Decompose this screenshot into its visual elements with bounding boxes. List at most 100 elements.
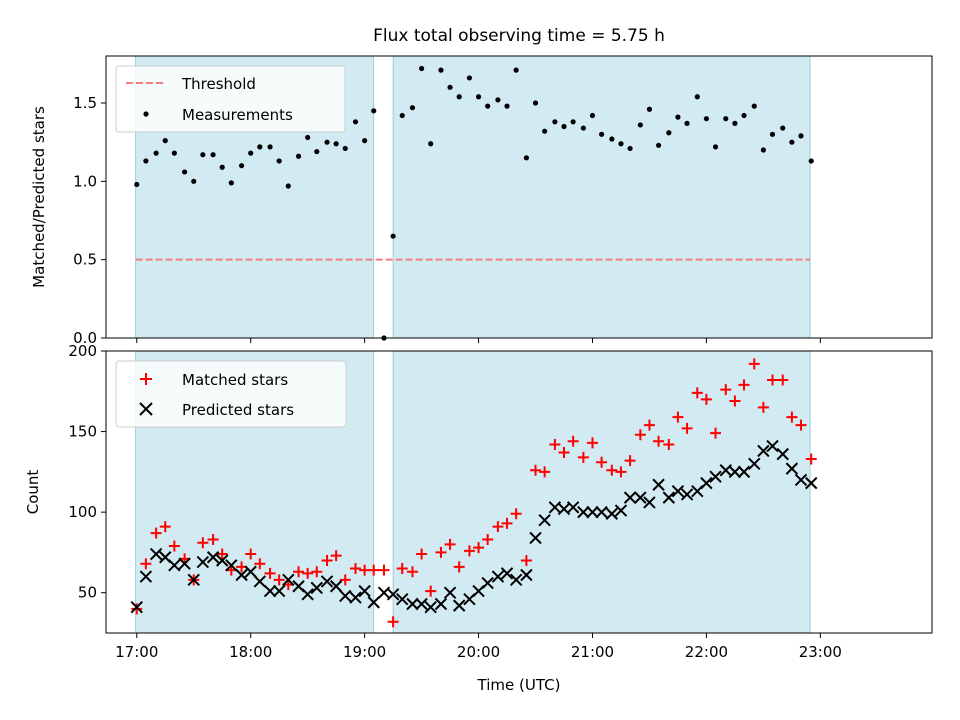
chart-title: Flux total observing time = 5.75 h bbox=[373, 26, 665, 46]
predicted-stars-marker bbox=[662, 491, 676, 504]
measurement-point bbox=[171, 150, 177, 156]
predicted-stars-marker bbox=[196, 555, 210, 569]
predicted-stars-marker bbox=[748, 457, 761, 471]
matched-stars-marker bbox=[558, 447, 570, 459]
measurement-point bbox=[580, 125, 586, 131]
matched-stars-marker bbox=[368, 564, 380, 576]
matched-stars-marker bbox=[453, 561, 465, 573]
legend-count-box bbox=[115, 360, 347, 428]
measurement-point bbox=[732, 120, 738, 126]
measurement-point bbox=[599, 131, 605, 137]
measurement-point bbox=[390, 233, 396, 239]
predicted-stars-marker bbox=[178, 557, 191, 570]
measurement-point bbox=[342, 145, 348, 152]
matched-stars-marker bbox=[416, 548, 428, 560]
x-tick-label: 20:00 bbox=[457, 643, 500, 661]
y-tick-label: 100 bbox=[68, 503, 97, 521]
x-tick-label: 18:00 bbox=[229, 643, 272, 661]
matched-stars-marker bbox=[777, 374, 789, 386]
matched-stars-marker bbox=[501, 517, 513, 529]
predicted-stars-marker bbox=[634, 491, 647, 504]
legend-matched-swatch bbox=[140, 373, 152, 385]
predicted-stars-marker bbox=[310, 581, 323, 595]
matched-stars-marker bbox=[710, 427, 722, 439]
predicted-stars-marker bbox=[424, 601, 437, 614]
matched-stars-marker bbox=[748, 358, 760, 370]
measurement-point bbox=[723, 116, 729, 122]
matched-stars-marker bbox=[691, 387, 703, 399]
matched-stars-marker bbox=[653, 435, 665, 447]
measurement-point bbox=[200, 152, 206, 158]
predicted-stars-marker bbox=[206, 551, 220, 564]
predicted-stars-marker bbox=[577, 505, 590, 519]
predicted-stars-marker bbox=[130, 601, 143, 614]
measurement-point bbox=[675, 114, 681, 120]
predicted-stars-marker bbox=[443, 586, 457, 599]
matched-stars-marker bbox=[387, 616, 399, 628]
matched-stars-marker bbox=[530, 464, 542, 476]
predicted-stars-marker bbox=[500, 567, 514, 580]
predicted-stars-marker bbox=[614, 504, 628, 517]
legend-measurements-label: Measurements bbox=[182, 106, 293, 124]
measurement-point bbox=[646, 106, 653, 112]
matched-stars-marker bbox=[700, 393, 712, 405]
measurement-point bbox=[210, 152, 216, 158]
measurement-point bbox=[191, 178, 197, 184]
measurement-point bbox=[808, 158, 814, 164]
x-axis-label: Time (UTC) bbox=[477, 676, 561, 694]
measurement-point bbox=[637, 122, 643, 128]
measurement-point bbox=[285, 183, 291, 189]
x-tick-label: 19:00 bbox=[343, 643, 386, 661]
predicted-stars-marker bbox=[349, 591, 362, 604]
predicted-stars-marker bbox=[709, 470, 722, 483]
predicted-stars-marker bbox=[168, 559, 181, 572]
predicted-stars-marker bbox=[244, 565, 257, 578]
legend-count: Matched stars Predicted stars bbox=[115, 360, 347, 428]
predicted-stars-marker bbox=[643, 496, 656, 509]
matched-stars-marker bbox=[786, 411, 798, 423]
matched-stars-marker bbox=[273, 574, 285, 586]
measurement-point bbox=[428, 141, 434, 147]
predicted-stars-marker bbox=[737, 465, 751, 479]
measurement-point bbox=[618, 141, 624, 147]
measurement-point bbox=[333, 141, 339, 147]
measurement-point bbox=[238, 163, 245, 169]
matched-stars-marker bbox=[264, 567, 276, 579]
measurement-point bbox=[712, 144, 719, 150]
predicted-stars-marker bbox=[623, 491, 637, 504]
y-tick-label: 150 bbox=[68, 423, 97, 441]
predicted-stars-marker bbox=[216, 554, 229, 567]
matched-stars-marker bbox=[634, 429, 646, 441]
x-axis-time: 17:00 18:00 19:00 20:00 21:00 22:00 23:00 bbox=[115, 633, 842, 661]
matched-stars-marker bbox=[681, 422, 693, 434]
measurement-point bbox=[267, 144, 273, 150]
y-axis-label-ratio: Matched/Predicted stars bbox=[30, 106, 48, 288]
matched-stars-marker bbox=[159, 521, 171, 533]
measurement-point bbox=[276, 158, 282, 164]
measurement-point bbox=[162, 138, 168, 144]
measurement-point bbox=[409, 105, 416, 111]
measurement-point bbox=[741, 112, 747, 119]
predicted-stars-marker bbox=[566, 501, 580, 514]
x-tick-label: 21:00 bbox=[571, 643, 614, 661]
matched-stars-marker bbox=[245, 548, 257, 560]
measurement-point bbox=[523, 155, 530, 161]
predicted-stars-marker bbox=[491, 570, 505, 583]
legend-ratio-box bbox=[115, 65, 346, 133]
legend-ratio: Threshold Measurements bbox=[115, 65, 346, 133]
matched-stars-marker bbox=[720, 384, 732, 396]
measurement-point bbox=[134, 181, 140, 188]
measurement-points bbox=[134, 65, 814, 341]
predicted-stars-marker bbox=[415, 597, 428, 611]
predicted-stars-marker bbox=[766, 439, 779, 453]
measurement-point bbox=[694, 94, 700, 100]
predicted-stars-marker bbox=[757, 444, 770, 458]
matched-stars-marker bbox=[520, 554, 532, 566]
matched-stars-marker bbox=[168, 540, 180, 552]
matched-stars-marker bbox=[311, 566, 323, 578]
matched-stars-marker bbox=[150, 527, 162, 539]
predicted-stars-marker bbox=[434, 597, 448, 611]
measurement-point bbox=[257, 144, 263, 150]
measurement-point bbox=[589, 112, 596, 119]
